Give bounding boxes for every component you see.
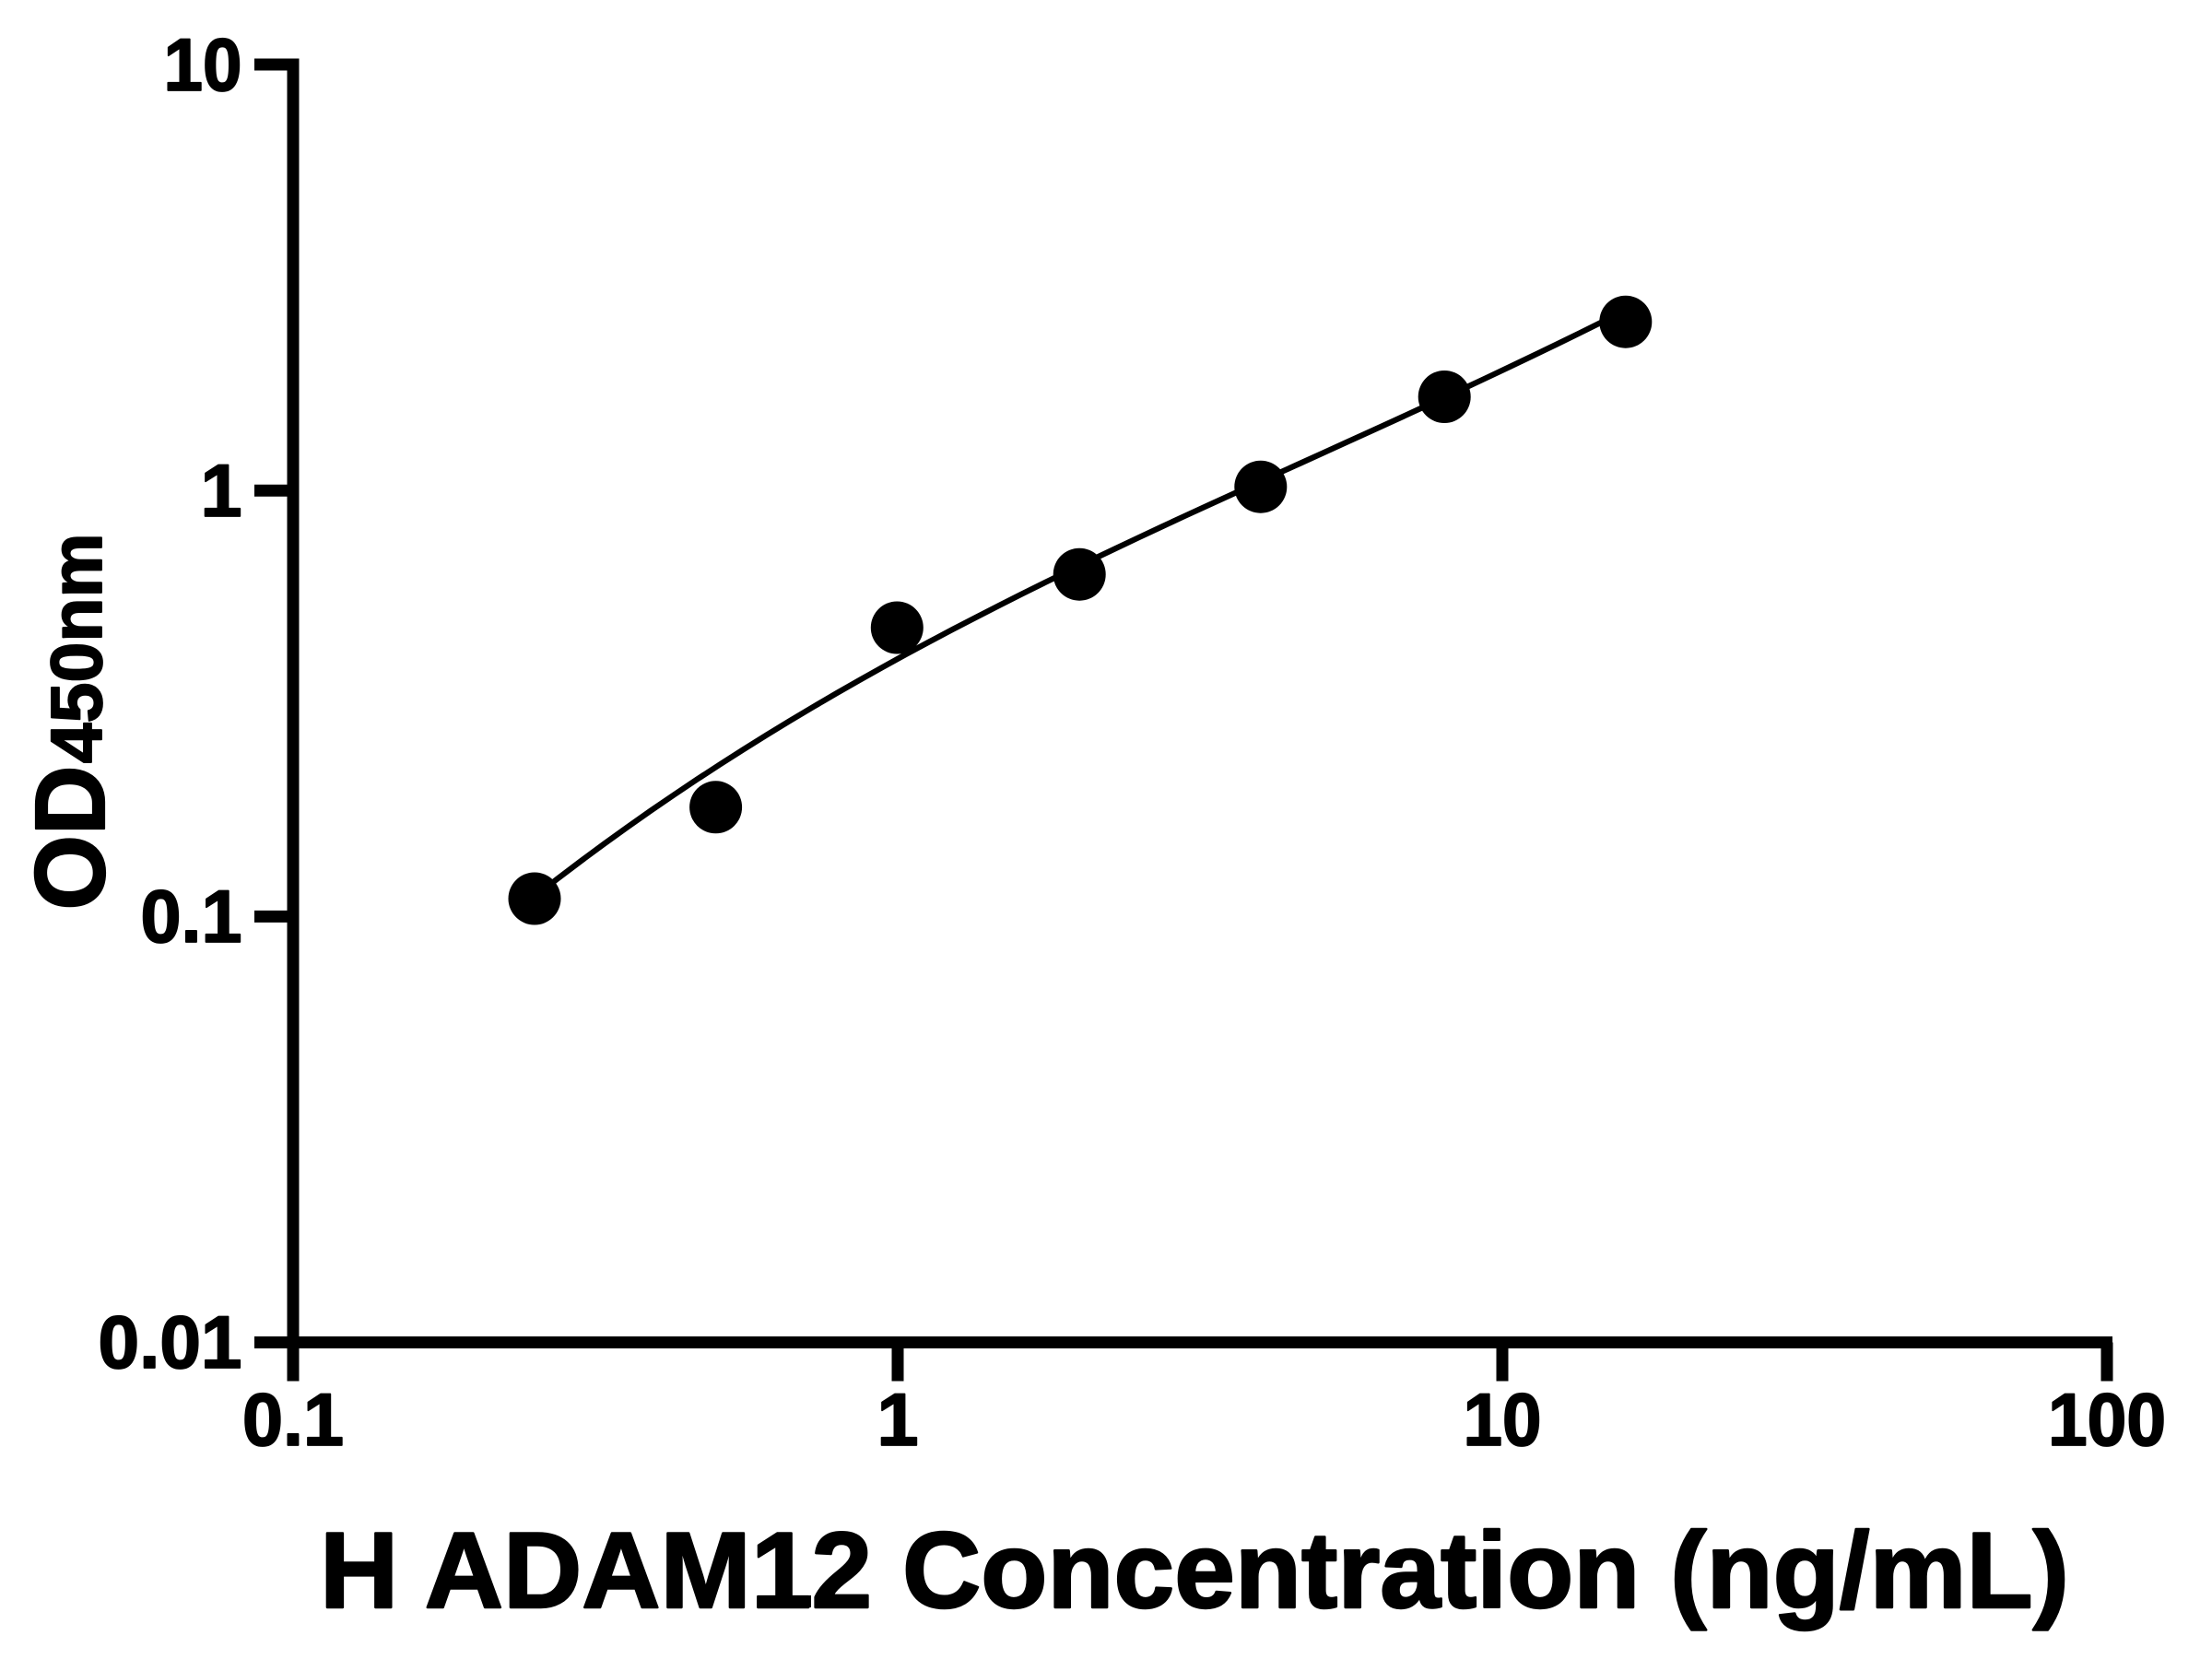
svg-text:1: 1 [877, 1379, 918, 1462]
svg-text:0.01: 0.01 [99, 1301, 242, 1384]
svg-text:450nm: 450nm [35, 533, 117, 763]
svg-text:0.1: 0.1 [242, 1379, 344, 1462]
svg-text:1: 1 [200, 450, 241, 533]
svg-text:10: 10 [164, 24, 242, 107]
svg-text:OD: OD [14, 766, 125, 911]
svg-text:H ADAM12 Concentration (ng/mL): H ADAM12 Concentration (ng/mL) [320, 1510, 2069, 1630]
svg-text:10: 10 [1464, 1379, 1542, 1462]
svg-text:100: 100 [2048, 1379, 2166, 1462]
svg-text:0.1: 0.1 [141, 876, 242, 959]
